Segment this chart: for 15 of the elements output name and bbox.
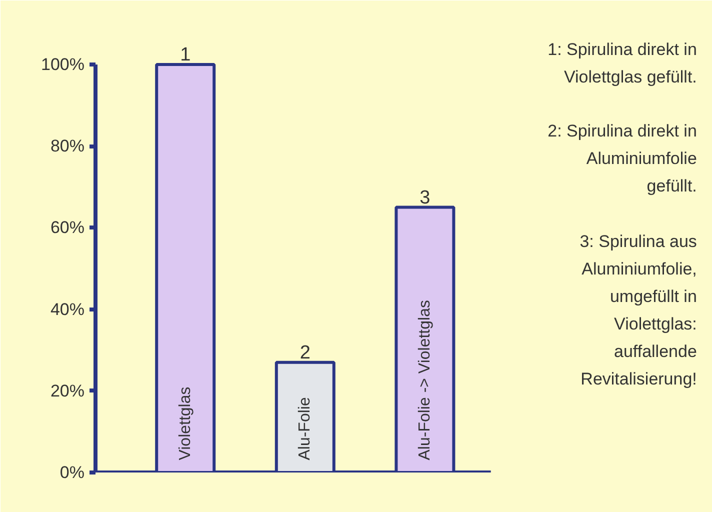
annotation: 2 [300,342,310,364]
annotation: 1 [180,44,191,66]
x-tick-label: Alu-Folie -> Violettglas [416,300,434,460]
annotation: 3 [420,187,430,208]
x-tick-label: Alu-Folie [296,397,314,460]
y-tick-label: 20% [50,381,85,400]
y-tick-label: 0% [60,463,85,482]
y-tick-label: 100% [41,54,85,74]
text: 2: Spirulina direkt in Aluminiumfolie gefüllt. [548,122,697,196]
y-tick-label: 40% [50,300,85,319]
text: 3: Spirulina aus Aluminiumfolie, umgefüllt in Violettglas: auffallende Revitalisierung! [580,232,697,389]
y-tick-label: 60% [50,218,85,238]
y-tick-label: 80% [50,136,85,156]
text: 1: Spirulina direkt in Violettglas gefüllt. [548,40,697,87]
x-tick-label: Violettglas [176,386,194,460]
